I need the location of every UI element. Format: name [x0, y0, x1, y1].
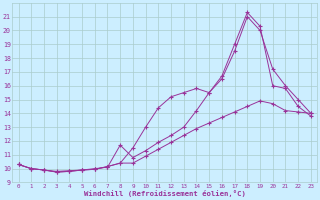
X-axis label: Windchill (Refroidissement éolien,°C): Windchill (Refroidissement éolien,°C): [84, 190, 246, 197]
